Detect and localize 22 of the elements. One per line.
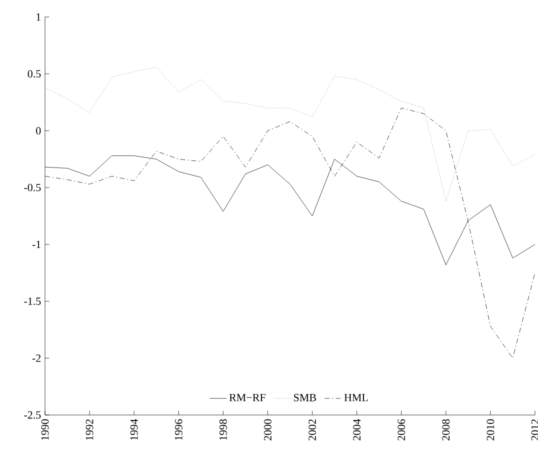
x-tick-label: 2002 xyxy=(308,419,316,440)
x-tick-label: 1996 xyxy=(174,419,182,440)
x-tick-label: 1998 xyxy=(219,419,227,440)
x-tick-label: 2008 xyxy=(442,419,450,440)
y-tick-label: -0.5 xyxy=(24,184,41,192)
x-tick-label: 2004 xyxy=(353,419,361,440)
y-tick-label: 0.5 xyxy=(28,70,41,78)
x-tick-label: 2000 xyxy=(264,419,272,440)
legend-label: HML xyxy=(344,394,368,402)
legend-label: SMB xyxy=(294,394,316,402)
legend-label: RM−RF xyxy=(229,394,266,402)
x-tick-label: 2006 xyxy=(398,419,406,440)
y-tick-label: -2 xyxy=(32,354,41,362)
x-tick-label: 1992 xyxy=(86,419,94,440)
y-tick-label: -1.5 xyxy=(24,298,41,305)
y-tick-label: -2.5 xyxy=(24,411,41,419)
y-tick-label: -1 xyxy=(32,240,40,248)
y-tick-label: 1 xyxy=(36,13,40,21)
x-tick-label: 1994 xyxy=(130,419,138,440)
y-tick-label: 0 xyxy=(36,127,41,134)
x-tick-label: 1990 xyxy=(41,419,49,440)
x-tick-label: 2010 xyxy=(486,419,494,440)
